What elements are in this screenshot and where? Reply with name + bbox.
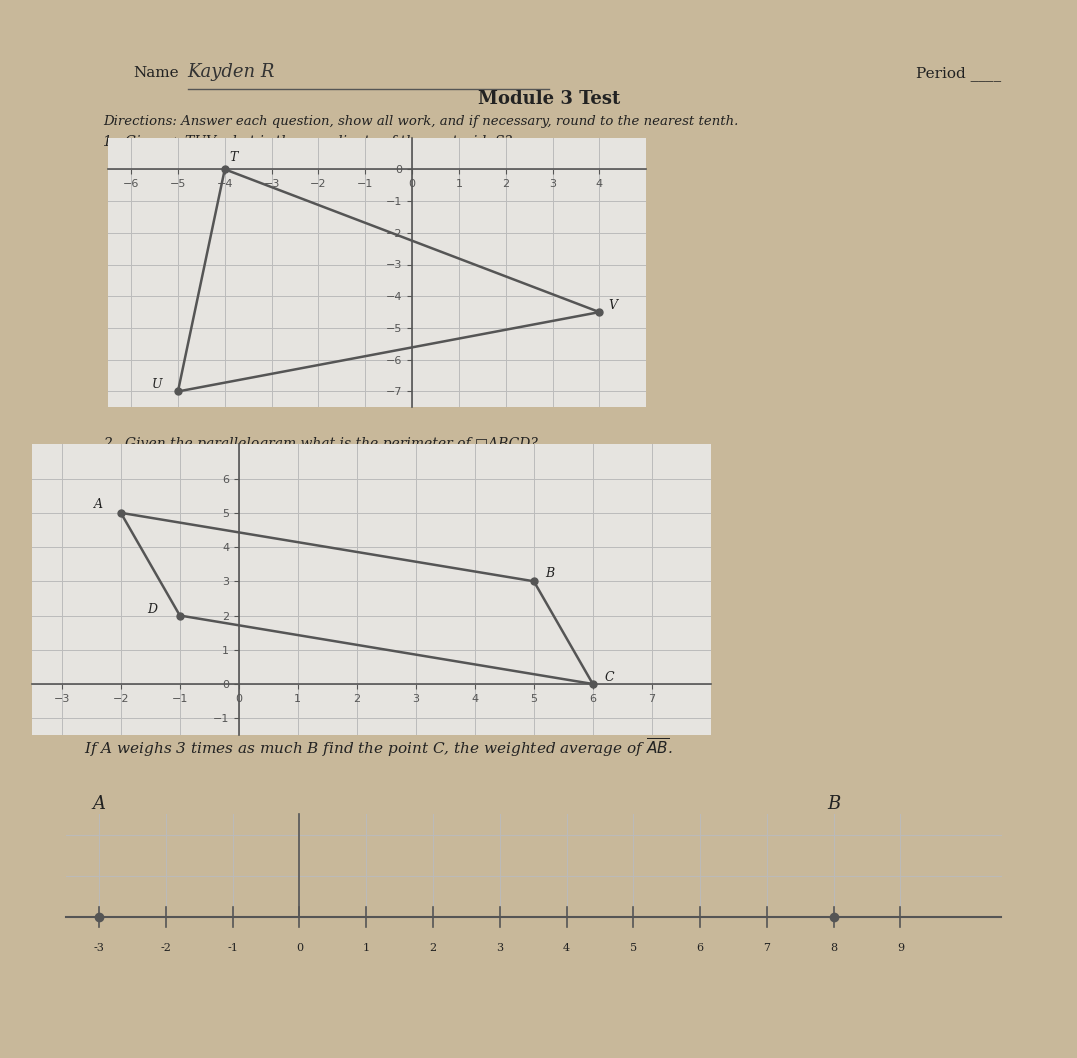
Text: Name: Name	[134, 66, 179, 80]
Text: 9: 9	[897, 943, 904, 953]
Text: V: V	[609, 299, 618, 312]
Text: If A weighs 3 times as much B find the point C, the weighted average of $\overli: If A weighs 3 times as much B find the p…	[84, 736, 672, 760]
Text: 7: 7	[764, 943, 770, 953]
Text: -2: -2	[160, 943, 171, 953]
Text: 4: 4	[563, 943, 570, 953]
Text: Directions: Answer each question, show all work, and if necessary, round to the : Directions: Answer each question, show a…	[103, 114, 739, 128]
Text: 6: 6	[697, 943, 703, 953]
Text: Period ____: Period ____	[915, 66, 1001, 80]
Text: -3: -3	[94, 943, 104, 953]
Text: 1: 1	[363, 943, 369, 953]
Text: B: B	[546, 567, 555, 580]
Text: -1: -1	[227, 943, 238, 953]
Text: A: A	[95, 497, 103, 511]
Text: Module 3 Test: Module 3 Test	[478, 90, 620, 109]
Text: Kayden R: Kayden R	[187, 63, 275, 81]
Text: U: U	[152, 379, 163, 391]
Text: 1.  Given △ TUV what is the coordinate of the centroid, S?: 1. Given △ TUV what is the coordinate of…	[103, 135, 513, 149]
Text: 2: 2	[430, 943, 436, 953]
Text: 0: 0	[296, 943, 303, 953]
Text: 8: 8	[830, 943, 837, 953]
Text: C: C	[604, 671, 614, 685]
Text: B: B	[827, 795, 840, 813]
Text: 2.  Given the parallelogram what is the perimeter of □ABCD?: 2. Given the parallelogram what is the p…	[103, 437, 538, 451]
Text: T: T	[229, 151, 238, 164]
Text: 5: 5	[630, 943, 637, 953]
Text: D: D	[148, 603, 157, 616]
Text: 3: 3	[496, 943, 503, 953]
Text: A: A	[93, 795, 106, 813]
